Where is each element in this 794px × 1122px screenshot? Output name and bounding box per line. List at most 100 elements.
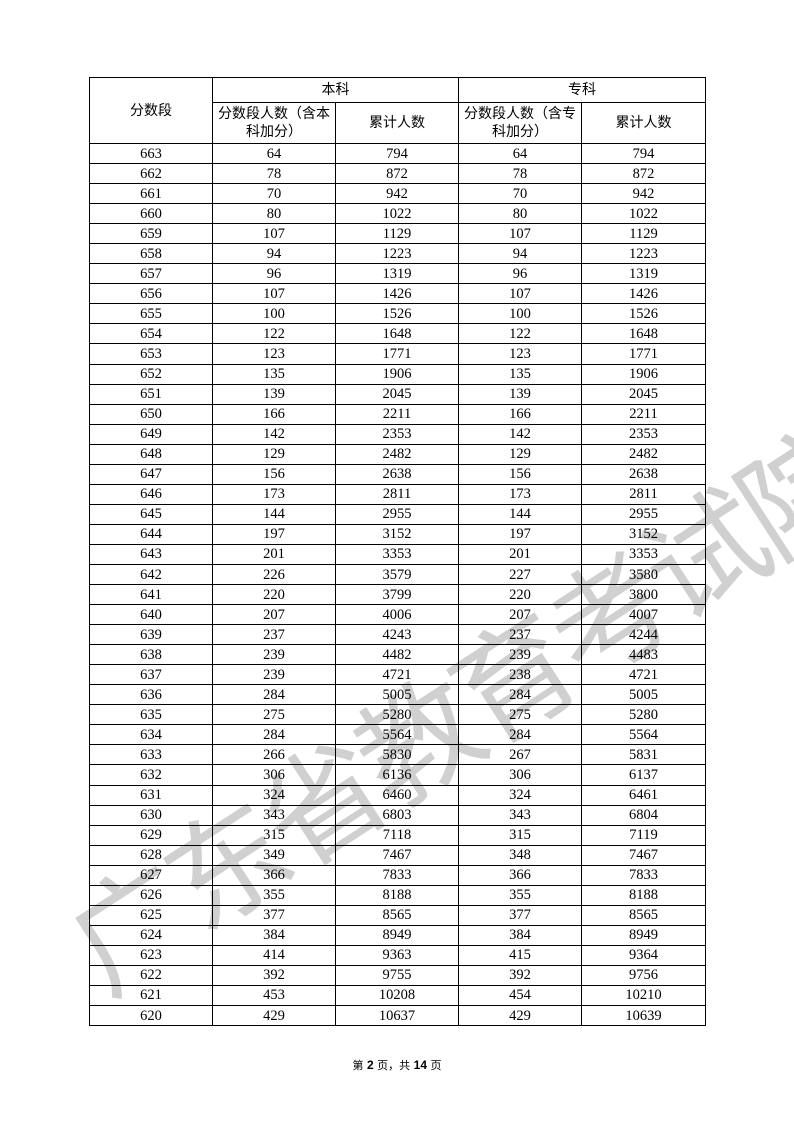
cell-undergrad-count: 144 — [212, 503, 336, 525]
cell-score: 652 — [89, 363, 213, 385]
cell-vocational-count: 220 — [458, 584, 582, 606]
cell-undergrad-count: 166 — [212, 403, 336, 425]
cell-undergrad-cumulative: 1526 — [335, 303, 459, 325]
cell-score: 622 — [89, 964, 213, 986]
table-row: 663 64 794 64 794 — [89, 142, 706, 165]
header-vocational: 专科 — [458, 77, 706, 103]
cell-vocational-cumulative: 2045 — [581, 383, 706, 405]
cell-undergrad-cumulative: 4006 — [335, 604, 459, 626]
cell-vocational-count: 355 — [458, 884, 582, 906]
score-distribution-table: 分数段 本科 专科 分数段人数（含本科加分） 累计人数 分数段人数（含专科加分）… — [89, 77, 706, 1027]
cell-score: 626 — [89, 884, 213, 906]
cell-undergrad-cumulative: 6460 — [335, 784, 459, 806]
cell-undergrad-count: 100 — [212, 303, 336, 325]
header-undergrad-count: 分数段人数（含本科加分） — [212, 102, 336, 144]
table-row: 632 306 6136 306 6137 — [89, 764, 706, 786]
cell-undergrad-count: 135 — [212, 363, 336, 385]
cell-undergrad-count: 429 — [212, 1005, 336, 1027]
cell-undergrad-cumulative: 5564 — [335, 724, 459, 746]
cell-undergrad-count: 122 — [212, 323, 336, 345]
cell-undergrad-count: 197 — [212, 523, 336, 545]
cell-score: 644 — [89, 523, 213, 545]
cell-score: 621 — [89, 984, 213, 1007]
table-row: 648 129 2482 129 2482 — [89, 443, 706, 465]
table-row: 651 139 2045 139 2045 — [89, 383, 706, 405]
cell-vocational-cumulative: 2955 — [581, 503, 706, 525]
cell-vocational-count: 144 — [458, 503, 582, 525]
cell-vocational-cumulative: 872 — [581, 163, 706, 185]
cell-undergrad-cumulative: 2482 — [335, 443, 459, 465]
table-row: 625 377 8565 377 8565 — [89, 904, 706, 926]
cell-vocational-count: 237 — [458, 624, 582, 646]
cell-undergrad-count: 129 — [212, 443, 336, 465]
cell-undergrad-count: 123 — [212, 343, 336, 365]
cell-undergrad-cumulative: 9363 — [335, 944, 459, 966]
cell-score: 624 — [89, 924, 213, 946]
cell-score: 640 — [89, 604, 213, 626]
cell-vocational-cumulative: 10639 — [581, 1005, 706, 1027]
cell-vocational-count: 454 — [458, 984, 582, 1007]
cell-undergrad-cumulative: 7467 — [335, 844, 459, 866]
cell-score: 627 — [89, 864, 213, 886]
cell-undergrad-count: 315 — [212, 824, 336, 846]
table-row: 649 142 2353 142 2353 — [89, 423, 706, 445]
table-row: 643 201 3353 201 3353 — [89, 543, 706, 565]
cell-undergrad-count: 107 — [212, 223, 336, 245]
cell-vocational-count: 100 — [458, 303, 582, 325]
cell-vocational-count: 275 — [458, 704, 582, 726]
cell-undergrad-count: 284 — [212, 684, 336, 706]
table-row: 629 315 7118 315 7119 — [89, 824, 706, 846]
cell-vocational-count: 96 — [458, 263, 582, 285]
cell-undergrad-count: 414 — [212, 944, 336, 966]
cell-vocational-cumulative: 8565 — [581, 904, 706, 926]
cell-undergrad-count: 78 — [212, 163, 336, 185]
cell-score: 643 — [89, 543, 213, 565]
cell-score: 641 — [89, 584, 213, 606]
table-row: 652 135 1906 135 1906 — [89, 363, 706, 385]
cell-vocational-cumulative: 1771 — [581, 343, 706, 365]
cell-vocational-cumulative: 1648 — [581, 323, 706, 345]
cell-undergrad-cumulative: 2638 — [335, 463, 459, 485]
cell-score: 629 — [89, 824, 213, 846]
cell-vocational-count: 135 — [458, 363, 582, 385]
cell-undergrad-count: 156 — [212, 463, 336, 485]
table-row: 659 107 1129 107 1129 — [89, 223, 706, 245]
cell-undergrad-cumulative: 1771 — [335, 343, 459, 365]
cell-undergrad-count: 377 — [212, 904, 336, 926]
cell-vocational-cumulative: 8949 — [581, 924, 706, 946]
cell-vocational-cumulative: 7833 — [581, 864, 706, 886]
table-row: 623 414 9363 415 9364 — [89, 944, 706, 966]
cell-undergrad-cumulative: 7833 — [335, 864, 459, 886]
cell-undergrad-count: 349 — [212, 844, 336, 866]
cell-vocational-count: 201 — [458, 543, 582, 565]
table-row: 627 366 7833 366 7833 — [89, 864, 706, 886]
table-row: 634 284 5564 284 5564 — [89, 724, 706, 746]
table-row: 658 94 1223 94 1223 — [89, 243, 706, 265]
cell-undergrad-cumulative: 4721 — [335, 664, 459, 686]
cell-undergrad-cumulative: 9755 — [335, 964, 459, 986]
cell-vocational-cumulative: 2482 — [581, 443, 706, 465]
cell-vocational-count: 78 — [458, 163, 582, 185]
cell-vocational-cumulative: 3580 — [581, 563, 706, 586]
cell-score: 639 — [89, 624, 213, 646]
cell-undergrad-count: 80 — [212, 203, 336, 225]
cell-vocational-cumulative: 2353 — [581, 423, 706, 445]
table-row: 645 144 2955 144 2955 — [89, 503, 706, 525]
cell-vocational-count: 107 — [458, 223, 582, 245]
cell-vocational-cumulative: 6461 — [581, 784, 706, 806]
cell-score: 620 — [89, 1005, 213, 1027]
cell-vocational-count: 348 — [458, 844, 582, 866]
table-row: 653 123 1771 123 1771 — [89, 343, 706, 365]
cell-score: 659 — [89, 223, 213, 245]
footer-text: 页，共 — [373, 1059, 414, 1072]
cell-score: 654 — [89, 323, 213, 345]
cell-score: 623 — [89, 944, 213, 966]
cell-undergrad-count: 173 — [212, 483, 336, 505]
cell-undergrad-count: 453 — [212, 984, 336, 1007]
cell-score: 662 — [89, 163, 213, 185]
cell-score: 658 — [89, 243, 213, 265]
cell-undergrad-count: 226 — [212, 563, 336, 586]
cell-score: 651 — [89, 383, 213, 405]
cell-vocational-cumulative: 942 — [581, 183, 706, 205]
cell-score: 655 — [89, 303, 213, 325]
